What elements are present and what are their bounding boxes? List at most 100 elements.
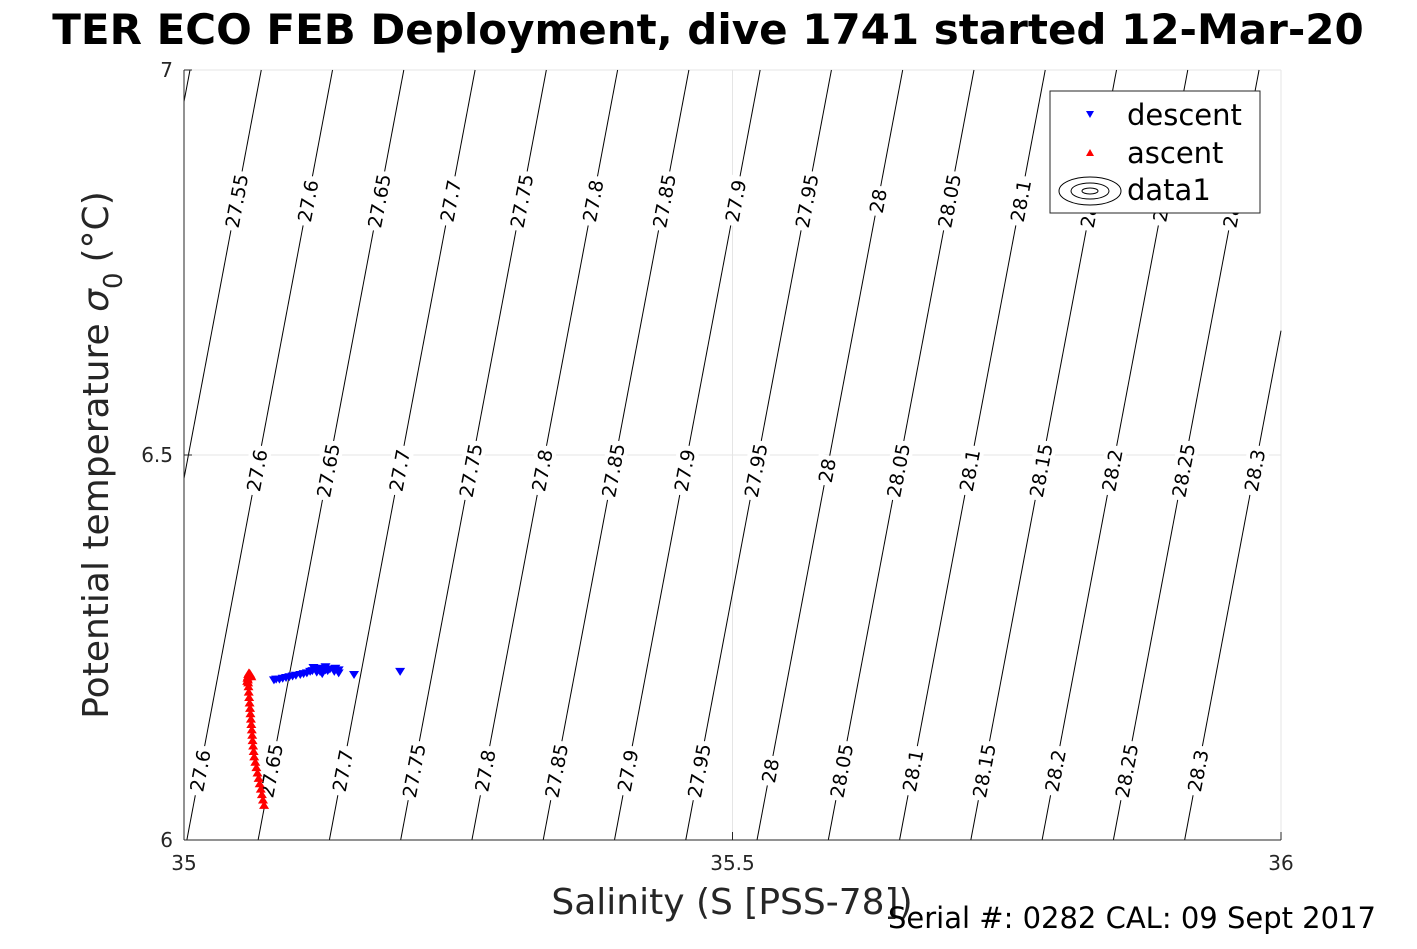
ascent-point-16 [245,714,256,723]
legend-descent-marker [1086,111,1094,118]
legend-descent-label: descent [1127,98,1242,132]
ascent-point-19 [244,698,255,707]
contour-label-bg [184,744,216,798]
contour-label-bg [577,174,609,228]
x-axis-label: Salinity (S [PSS-78]) [551,882,912,923]
contour-label-bg [739,438,773,502]
ascent-point-9 [249,752,260,761]
contour-label-bg [539,739,573,803]
contour-label-28: 28 [758,757,784,785]
axes: 35 35.5 36 6 6.5 7 [141,58,1294,875]
ascent-point-32 [242,676,253,685]
legend-ascent-label: ascent [1127,136,1223,170]
contour-label-28: 28 [815,457,841,485]
legend-contour-ring-inner [1081,187,1099,195]
contour-label-bg [1166,438,1200,502]
ascent-point-2 [256,790,267,799]
contour-label-group-28-2: 28 [756,753,784,788]
descent-point-0 [395,667,406,676]
contour-label-bg [897,744,929,798]
y-axis-label-main: Potential temperature [76,323,117,718]
ascent-point-3 [255,784,266,793]
contour-label-bg [311,438,345,502]
contour-label-bg [220,169,253,233]
contour-label-bg [932,169,966,233]
ascent-point-1 [257,795,268,804]
ascent-point-21 [243,687,254,696]
contour-label-bg [668,443,700,498]
legend-contour-ring-outer [1058,176,1122,206]
contour-label-bg [756,753,784,788]
ascent-point-4 [254,779,265,788]
ascent-point-20 [244,693,255,702]
contour-label-bg [383,443,415,498]
descent-point-25 [313,664,324,673]
y-axis-label-unit: (°C) [76,191,117,262]
ascent-point-0 [259,800,270,809]
descent-point-26 [320,663,331,672]
contour-label-bg [719,174,751,228]
contour-label-bg [1024,438,1058,502]
contour-label-bg [1182,744,1214,798]
data-points [242,663,406,809]
ascent-point-13 [247,730,258,739]
y-axis-label-sigma: σ [76,288,117,312]
contour-label-bg [241,443,273,498]
isopycnal-27.5 [183,69,191,102]
serial-cal-footer: Serial #: 0282 CAL: 09 Sept 2017 [888,901,1376,935]
legend: descent ascent data1 [1049,90,1261,214]
contour-label-bg [825,739,858,803]
contour-label-bg [1005,174,1036,228]
contour-label-bg [864,184,892,218]
contour-label-group-27.9-2: 27.9 [612,744,644,798]
y-tick-label-2: 7 [160,58,173,82]
contour-label-bg [526,443,558,498]
contour-label-bg [682,739,716,803]
contour-label-bg [362,169,396,233]
contour-label-group-28.05-0: 28.05 [932,169,966,233]
ascent-point-15 [246,720,257,728]
ascent-point-6 [252,768,263,777]
chart-title: TER ECO FEB Deployment, dive 1741 starte… [52,5,1363,54]
descent-point-1 [349,670,360,679]
descent-point-28 [330,664,341,673]
contour-label-bg [967,739,1001,803]
contour-label-bg [434,174,466,228]
contour-label-bg [327,744,358,798]
ascent-point-14 [246,725,257,734]
contour-label-bg [454,438,487,502]
descent-point-23 [268,676,279,685]
contour-label-bg [596,438,630,502]
ascent-point-8 [250,757,261,766]
y-tick-label-0: 6 [160,828,173,852]
legend-ascent-marker [1086,149,1094,156]
contour-label-group-28.25-2: 28.25 [1110,739,1143,803]
legend-data1-label: data1 [1127,173,1211,207]
contour-label-group-28-1: 28 [813,453,841,488]
contour-label-group-27.7-1: 27.7 [383,443,415,498]
contour-label-bg [1039,744,1071,798]
x-tick-label-1: 35.5 [710,851,755,875]
contour-label-bg [397,739,431,803]
contour-label-bg [954,443,985,498]
contour-label-bg [647,169,681,233]
x-tick-label-0: 35 [171,851,196,875]
contour-label-28: 28 [866,187,892,215]
y-axis-label-subscript: 0 [99,272,129,289]
legend-box [1049,90,1261,214]
contour-label-bg [813,453,841,488]
contour-label-bg [1096,443,1128,498]
contour-label-bg [1110,739,1143,803]
isopycnal-27.55 [183,69,262,479]
y-axis-label: Potential temperature σ0 (°C) [76,191,129,719]
ascent-point-17 [245,709,256,718]
contour-label-bg [1239,443,1271,498]
contour-label-bg [881,438,915,502]
contour-label-bg [469,744,501,798]
contour-label-bg [790,169,824,233]
contour-label-bg [612,744,644,798]
ascent-point-18 [245,703,256,712]
contour-label-bg [292,174,324,228]
